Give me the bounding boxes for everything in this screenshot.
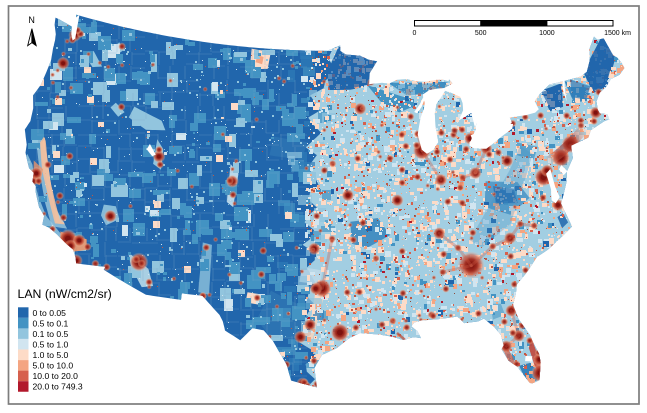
svg-text:0 to 0.05: 0 to 0.05 — [33, 308, 67, 318]
svg-text:1.0 to 5.0: 1.0 to 5.0 — [33, 350, 69, 360]
svg-text:20.0 to 749.3: 20.0 to 749.3 — [33, 382, 83, 392]
svg-text:0.5 to 0.1: 0.5 to 0.1 — [33, 318, 69, 328]
svg-text:1500 km: 1500 km — [604, 30, 631, 37]
svg-text:0.1 to 0.5: 0.1 to 0.5 — [33, 329, 69, 339]
svg-text:N: N — [28, 15, 35, 25]
svg-text:500: 500 — [475, 30, 487, 37]
svg-text:0.5 to 1.0: 0.5 to 1.0 — [33, 339, 69, 349]
svg-text:5.0 to 10.0: 5.0 to 10.0 — [33, 361, 74, 371]
svg-text:10.0 to 20.0: 10.0 to 20.0 — [33, 371, 79, 381]
svg-text:LAN (nW/cm2/sr): LAN (nW/cm2/sr) — [18, 287, 112, 301]
svg-text:0: 0 — [413, 30, 417, 37]
svg-text:1000: 1000 — [539, 30, 555, 37]
